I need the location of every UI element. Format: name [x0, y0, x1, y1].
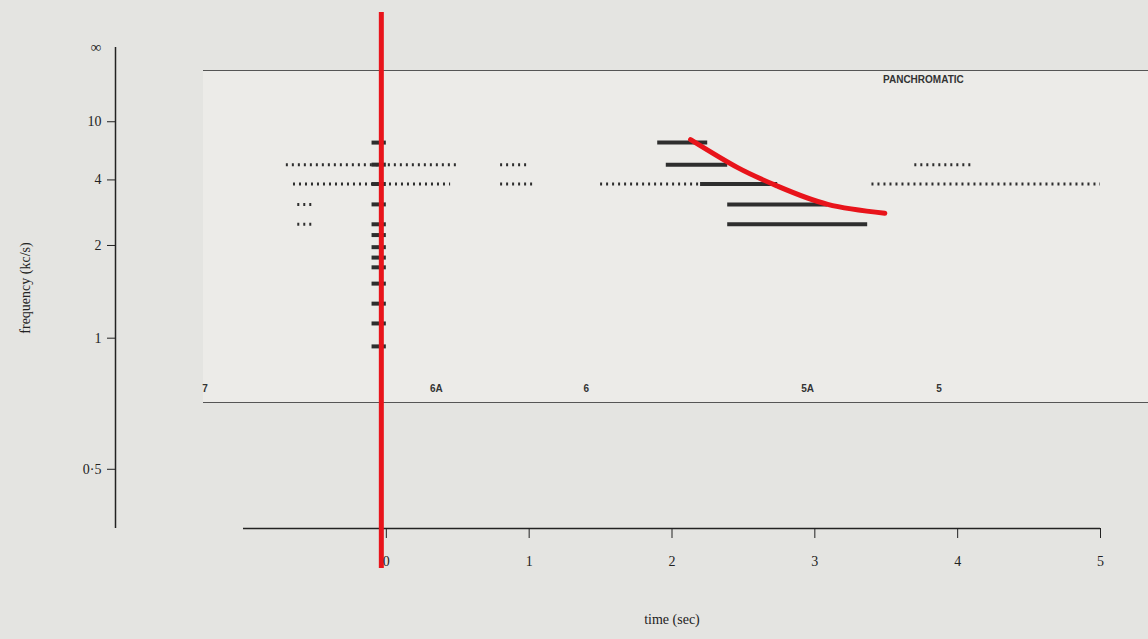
svg-text:6: 6 — [584, 383, 590, 394]
svg-text:frequency (kc/s): frequency (kc/s) — [18, 242, 34, 334]
svg-text:time (sec): time (sec) — [644, 612, 700, 628]
svg-text:4: 4 — [95, 172, 102, 187]
svg-text:0·5: 0·5 — [83, 462, 102, 477]
svg-text:PANCHROMATIC: PANCHROMATIC — [883, 74, 964, 85]
svg-text:10: 10 — [88, 114, 102, 129]
svg-text:2: 2 — [95, 238, 102, 253]
svg-text:1: 1 — [95, 331, 102, 346]
svg-text:5: 5 — [936, 383, 942, 394]
svg-text:3: 3 — [811, 554, 818, 569]
svg-text:2: 2 — [669, 554, 676, 569]
svg-text:4: 4 — [954, 554, 961, 569]
svg-text:7: 7 — [202, 383, 208, 394]
svg-text:5A: 5A — [801, 383, 814, 394]
svg-text:∞: ∞ — [91, 39, 102, 55]
svg-text:1: 1 — [526, 554, 533, 569]
svg-text:5: 5 — [1097, 554, 1104, 569]
svg-text:6A: 6A — [430, 383, 443, 394]
svg-text:0: 0 — [383, 554, 390, 569]
